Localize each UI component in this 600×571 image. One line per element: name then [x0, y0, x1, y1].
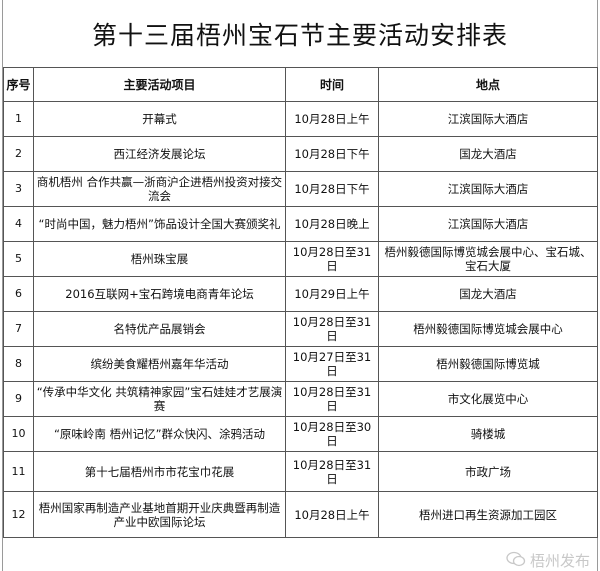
table-row: 9 “传承中华文化 共筑精神家园”宝石娃娃才艺展演赛 10月28日至31日 市文化展览… — [3, 381, 598, 417]
row-location: 骑楼城 — [378, 416, 598, 452]
row-time: 10月28日上午 — [285, 491, 379, 538]
row-time: 10月29日上午 — [285, 276, 379, 312]
row-no: 2 — [3, 136, 34, 172]
row-no: 11 — [3, 451, 34, 492]
row-location: 梧州毅德国际博览城会展中心、宝石城、宝石大厦 — [378, 241, 598, 277]
row-no: 5 — [3, 241, 34, 277]
row-activity: 开幕式 — [33, 101, 286, 137]
row-location: 江滨国际大酒店 — [378, 206, 598, 242]
row-time: 10月28日下午 — [285, 171, 379, 207]
table-row: 6 2016互联网+宝石跨境电商青年论坛 10月29日上午 国龙大酒店 — [3, 276, 598, 312]
table-row: 3 商机梧州 合作共赢—浙商沪企进梧州投资对接交流会 10月28日下午 江滨国际大酒店 — [3, 171, 598, 207]
row-location: 江滨国际大酒店 — [378, 171, 598, 207]
row-time: 10月28日至31日 — [285, 381, 379, 417]
row-no: 3 — [3, 171, 34, 207]
table-row: 4 “时尚中国，魅力梧州”饰品设计全国大赛颁奖礼 10月28日晚上 江滨国际大酒店 — [3, 206, 598, 242]
row-location: 梧州毅德国际博览城会展中心 — [378, 311, 598, 347]
row-no: 8 — [3, 346, 34, 382]
table-row: 8 缤纷美食耀梧州嘉年华活动 10月27日至31日 梧州毅德国际博览城 — [3, 346, 598, 382]
row-activity: “传承中华文化 共筑精神家园”宝石娃娃才艺展演赛 — [33, 381, 286, 417]
row-activity: “原味岭南 梧州记忆”群众快闪、涂鸦活动 — [33, 416, 286, 452]
row-no: 1 — [3, 101, 34, 137]
row-no: 7 — [3, 311, 34, 347]
table-row: 11 第十七届梧州市市花宝巾花展 10月28日至31日 市政广场 — [3, 451, 598, 492]
row-activity: 名特优产品展销会 — [33, 311, 286, 347]
row-time: 10月28日晚上 — [285, 206, 379, 242]
row-no: 10 — [3, 416, 34, 452]
row-activity: 梧州珠宝展 — [33, 241, 286, 277]
row-activity: 第十七届梧州市市花宝巾花展 — [33, 451, 286, 492]
row-time: 10月28日下午 — [285, 136, 379, 172]
header-time: 时间 — [285, 67, 379, 102]
wechat-icon — [506, 551, 526, 571]
header-no: 序号 — [3, 67, 34, 102]
table-row: 12 梧州国家再制造产业基地首期开业庆典暨再制造产业中欧国际论坛 10月28日上午梧… — [3, 491, 598, 538]
row-location: 梧州毅德国际博览城 — [378, 346, 598, 382]
watermark: 梧州发布 — [506, 550, 590, 571]
row-location: 江滨国际大酒店 — [378, 101, 598, 137]
row-activity: “时尚中国，魅力梧州”饰品设计全国大赛颁奖礼 — [33, 206, 286, 242]
row-location: 市文化展览中心 — [378, 381, 598, 417]
row-time: 10月28日至31日 — [285, 311, 379, 347]
row-location: 国龙大酒店 — [378, 136, 598, 172]
row-no: 4 — [3, 206, 34, 242]
row-time: 10月28日至31日 — [285, 451, 379, 492]
table-row: 10 “原味岭南 梧州记忆”群众快闪、涂鸦活动 10月28日至30日 骑楼城 — [3, 416, 598, 452]
row-location: 梧州进口再生资源加工园区 — [378, 491, 598, 538]
row-no: 12 — [3, 491, 34, 538]
row-activity: 西江经济发展论坛 — [33, 136, 286, 172]
row-no: 9 — [3, 381, 34, 417]
row-no: 6 — [3, 276, 34, 312]
row-activity: 缤纷美食耀梧州嘉年华活动 — [33, 346, 286, 382]
row-location: 市政广场 — [378, 451, 598, 492]
row-activity: 梧州国家再制造产业基地首期开业庆典暨再制造产业中欧国际论坛 — [33, 491, 286, 538]
table-row: 7 名特优产品展销会 10月28日至31日 梧州毅德国际博览城会展中心 — [3, 311, 598, 347]
row-activity: 2016互联网+宝石跨境电商青年论坛 — [33, 276, 286, 312]
row-location: 国龙大酒店 — [378, 276, 598, 312]
watermark-text: 梧州发布 — [529, 552, 590, 570]
header-row: 序号 主要活动项目 时间 地点 — [3, 67, 598, 102]
row-time: 10月28日至30日 — [285, 416, 379, 452]
row-time: 10月28日上午 — [285, 101, 379, 137]
row-activity: 商机梧州 合作共赢—浙商沪企进梧州投资对接交流会 — [33, 171, 286, 207]
header-location: 地点 — [378, 67, 598, 102]
table-row: 1 开幕式 10月28日上午 江滨国际大酒店 — [3, 101, 598, 137]
table-row: 2 西江经济发展论坛 10月28日下午 国龙大酒店 — [3, 136, 598, 172]
row-time: 10月28日至31日 — [285, 241, 379, 277]
schedule-table: 序号 主要活动项目 时间 地点 1 开幕式 10月28日上午 江滨国际大酒店 2 西江经济… — [3, 67, 598, 538]
row-time: 10月27日至31日 — [285, 346, 379, 382]
table-row: 5 梧州珠宝展 10月28日至31日 梧州毅德国际博览城会展中心、宝石城、宝石大厦 — [3, 241, 598, 277]
page-title: 第十三届梧州宝石节主要活动安排表 — [91, 20, 508, 50]
header-activity: 主要活动项目 — [33, 67, 286, 102]
